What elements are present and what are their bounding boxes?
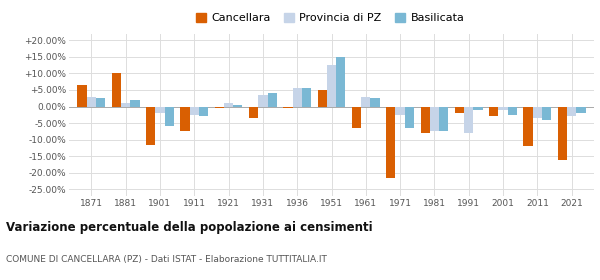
Bar [302,88,311,106]
Bar [283,106,293,108]
Bar [395,106,405,115]
Bar [317,90,327,106]
Bar [464,106,473,133]
Bar [86,97,96,106]
Legend: Cancellara, Provincia di PZ, Basilicata: Cancellara, Provincia di PZ, Basilicata [191,8,469,28]
Bar [533,106,542,118]
Bar [523,106,533,146]
Bar [268,93,277,106]
Bar [508,106,517,115]
Bar [499,106,508,110]
Text: COMUNE DI CANCELLARA (PZ) - Dati ISTAT - Elaborazione TUTTITALIA.IT: COMUNE DI CANCELLARA (PZ) - Dati ISTAT -… [6,255,327,264]
Bar [258,95,268,106]
Bar [112,73,121,106]
Bar [164,106,174,126]
Bar [199,106,208,116]
Bar [489,106,499,116]
Bar [77,85,86,106]
Bar [336,57,346,106]
Bar [542,106,551,120]
Bar [224,102,233,106]
Bar [361,97,370,106]
Bar [439,106,448,131]
Bar [455,106,464,113]
Bar [473,106,482,110]
Bar [370,98,380,106]
Bar [352,106,361,128]
Bar [181,106,190,131]
Bar [577,106,586,113]
Bar [558,106,567,160]
Bar [146,106,155,145]
Bar [430,106,439,131]
Bar [130,100,140,106]
Bar [405,106,414,128]
Text: Variazione percentuale della popolazione ai censimenti: Variazione percentuale della popolazione… [6,221,373,234]
Bar [155,106,164,113]
Bar [293,88,302,106]
Bar [386,106,395,178]
Bar [190,106,199,115]
Bar [96,98,105,106]
Bar [567,106,577,116]
Bar [249,106,258,118]
Bar [327,65,336,106]
Bar [233,105,242,106]
Bar [215,106,224,108]
Bar [421,106,430,133]
Bar [121,103,130,106]
